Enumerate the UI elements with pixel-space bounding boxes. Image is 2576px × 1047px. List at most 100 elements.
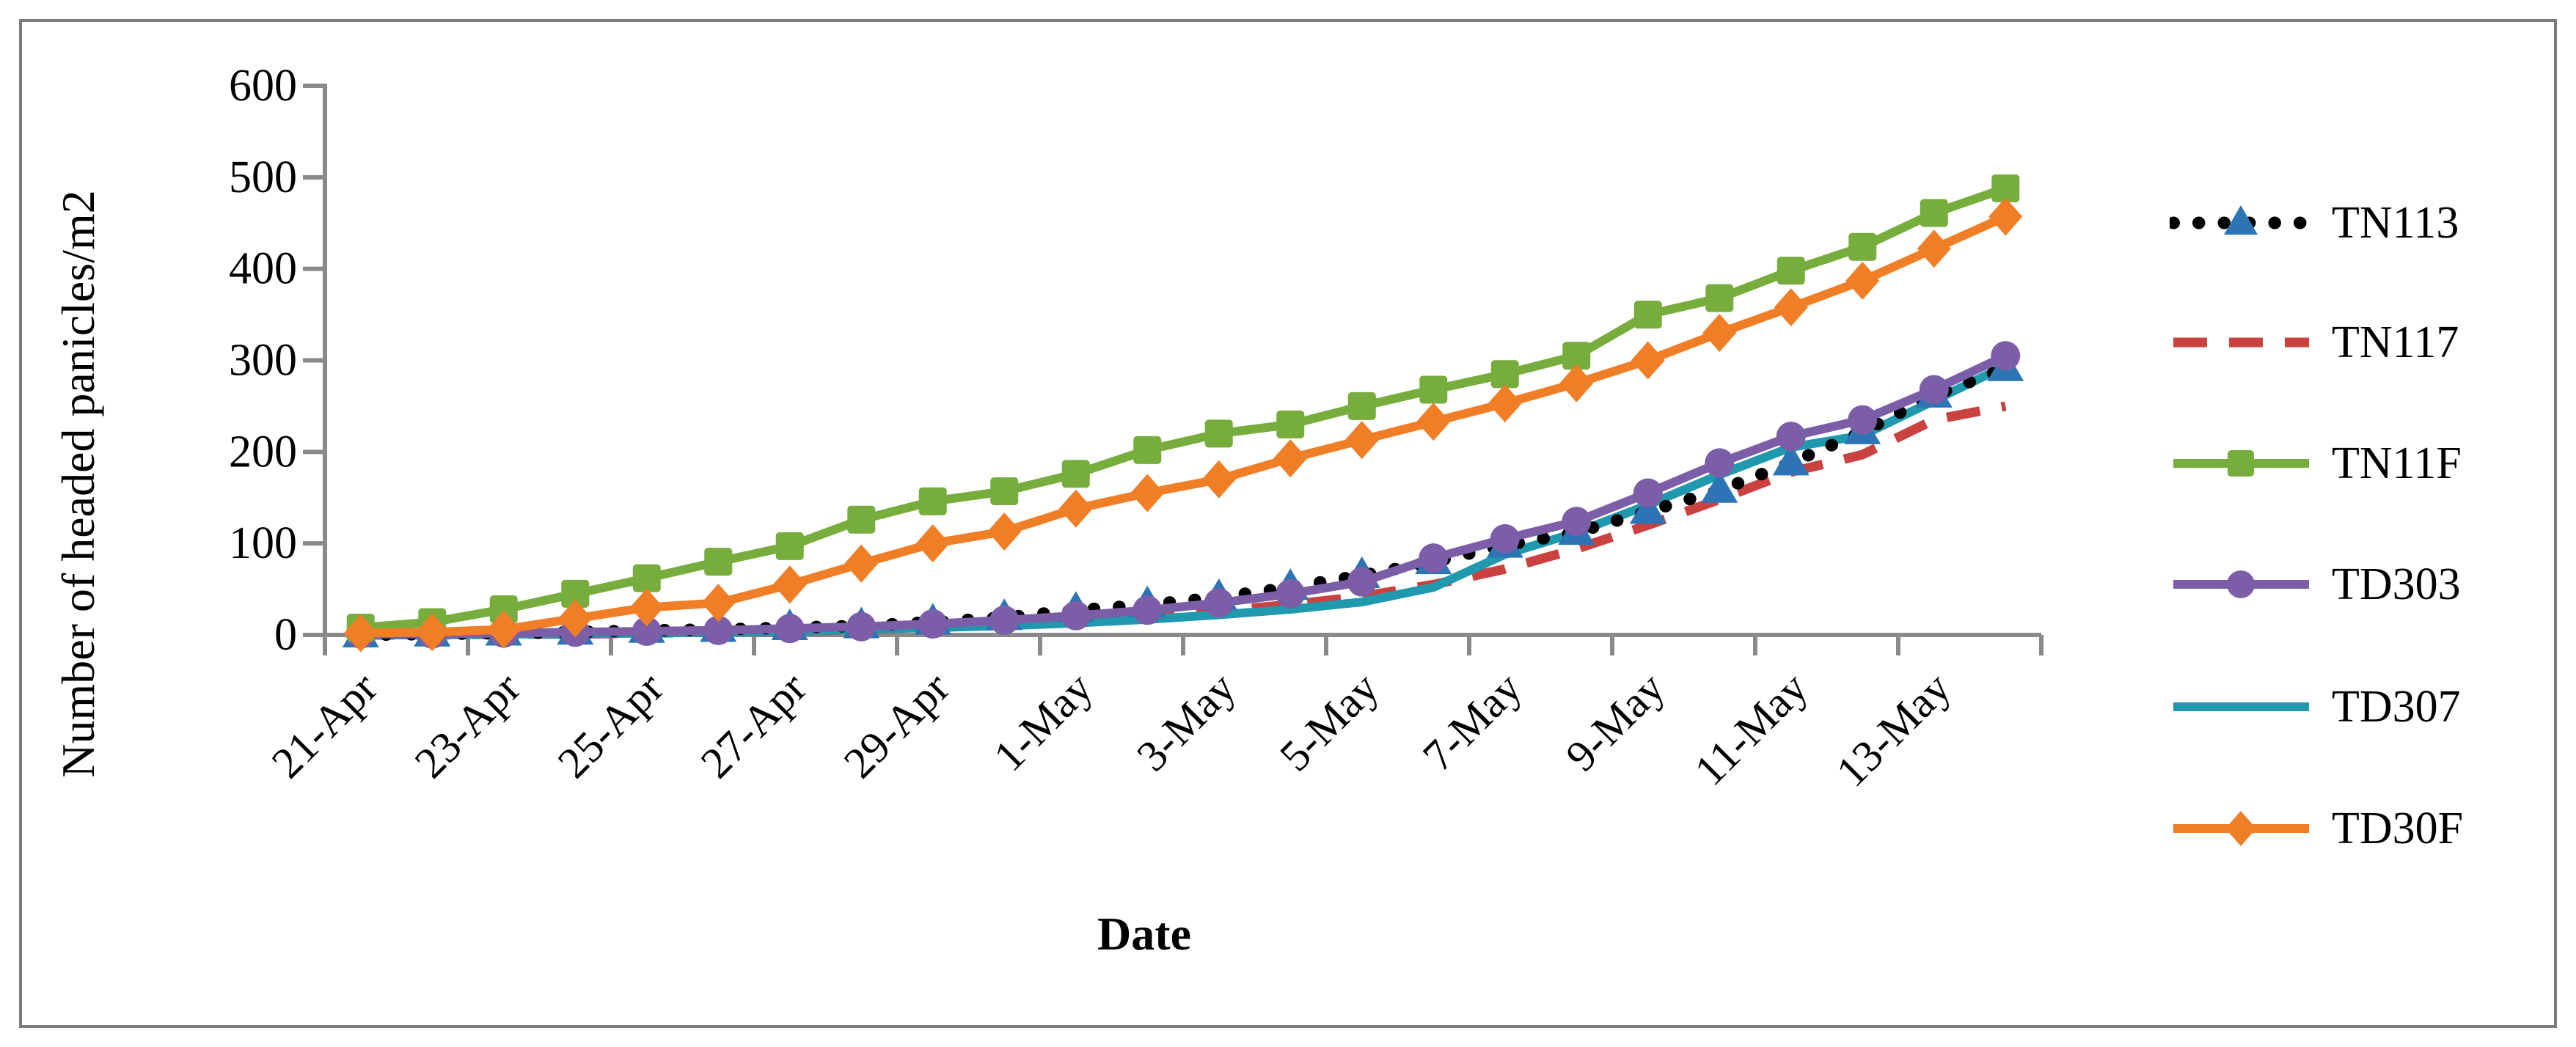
legend-item-tn117: TN117 bbox=[2170, 319, 2459, 366]
diamond-marker bbox=[701, 584, 736, 622]
square-marker bbox=[1419, 375, 1448, 404]
diamond-marker bbox=[629, 588, 664, 627]
legend-sample-td307 bbox=[2173, 702, 2309, 711]
circle-marker bbox=[1991, 341, 2021, 371]
circle-marker bbox=[989, 606, 1020, 636]
square-marker bbox=[1991, 174, 2020, 202]
x-tick-label: 11-May bbox=[1686, 664, 1817, 795]
circle-marker bbox=[1419, 543, 1449, 573]
square-marker bbox=[1490, 360, 1519, 389]
legend-label: TN113 bbox=[2332, 198, 2459, 248]
square-marker bbox=[775, 532, 804, 560]
diamond-marker bbox=[844, 544, 879, 583]
square-marker bbox=[1061, 460, 1090, 488]
series-td303 bbox=[345, 341, 2021, 649]
y-tick-label: 500 bbox=[229, 153, 297, 202]
x-tick-label: 29-Apr bbox=[835, 664, 959, 787]
diamond-marker bbox=[558, 599, 593, 638]
circle-marker bbox=[1776, 422, 1806, 452]
x-tick-label: 27-Apr bbox=[692, 664, 816, 787]
legend-item-tn113: TN113 bbox=[2170, 199, 2459, 246]
diamond-marker bbox=[987, 512, 1022, 551]
triangle-marker bbox=[1772, 444, 1810, 476]
y-tick-label: 400 bbox=[229, 244, 297, 294]
diamond-marker bbox=[415, 613, 450, 652]
legend-item-td307: TD307 bbox=[2170, 683, 2461, 730]
legend-label: TD30F bbox=[2332, 804, 2464, 853]
x-tick-label: 7-May bbox=[1413, 664, 1531, 781]
diamond-marker bbox=[1416, 403, 1451, 441]
diamond-marker bbox=[343, 614, 378, 653]
legend-label: TD303 bbox=[2332, 559, 2461, 609]
square-marker bbox=[918, 487, 947, 515]
square-marker bbox=[1276, 410, 1305, 438]
x-tick-label: 1-May bbox=[984, 664, 1102, 781]
diamond-marker bbox=[1702, 314, 1737, 353]
diamond-marker bbox=[1058, 489, 1093, 528]
square-marker bbox=[1920, 199, 1948, 227]
square-marker bbox=[632, 564, 661, 592]
circle-marker bbox=[1919, 375, 1949, 405]
diamond-marker bbox=[915, 524, 950, 563]
diamond-marker bbox=[1845, 261, 1880, 300]
square-marker bbox=[1705, 284, 1734, 312]
square-marker bbox=[489, 595, 518, 624]
diamond-marker bbox=[486, 610, 521, 649]
x-tick-label: 3-May bbox=[1127, 664, 1245, 781]
series-line bbox=[360, 361, 2008, 639]
square-marker bbox=[1204, 419, 1233, 448]
series-td307 bbox=[360, 361, 2008, 639]
square-marker bbox=[561, 579, 590, 608]
diamond-marker bbox=[772, 565, 807, 604]
x-tick-label: 13-May bbox=[1827, 664, 1960, 796]
circle-marker bbox=[1562, 507, 1592, 537]
diamond-marker bbox=[1631, 341, 1665, 380]
circle-marker bbox=[918, 609, 948, 639]
legend-sample-tn113 bbox=[2170, 205, 2313, 235]
square-marker bbox=[847, 505, 876, 534]
legend-label: TN117 bbox=[2332, 317, 2459, 367]
diamond-marker bbox=[1201, 460, 1236, 499]
diamond-marker bbox=[1774, 288, 1808, 327]
square-marker bbox=[1562, 342, 1591, 370]
diamond-marker bbox=[1488, 384, 1522, 423]
circle-marker bbox=[1347, 567, 1377, 597]
y-tick-label: 600 bbox=[229, 61, 297, 111]
square-marker bbox=[1777, 257, 1805, 285]
circle-marker bbox=[703, 615, 733, 645]
circle-marker bbox=[1633, 478, 1663, 508]
legend-sample-tn11f bbox=[2173, 450, 2309, 477]
series-line bbox=[360, 184, 2008, 632]
legend-label: TN11F bbox=[2332, 438, 2462, 488]
circle-marker bbox=[2227, 570, 2255, 598]
diamond-marker bbox=[1559, 364, 1594, 403]
square-marker bbox=[2228, 450, 2254, 477]
circle-marker bbox=[846, 611, 877, 642]
triangle-marker bbox=[1629, 492, 1666, 524]
circle-marker bbox=[1848, 405, 1878, 435]
circle-marker bbox=[1061, 600, 1091, 631]
circle-marker bbox=[1133, 595, 1163, 625]
series-tn11f bbox=[346, 174, 2020, 642]
y-tick-label: 200 bbox=[229, 427, 297, 477]
legend-sample-tn117 bbox=[2173, 337, 2309, 348]
circle-marker bbox=[1276, 578, 1306, 609]
diamond-marker bbox=[1130, 474, 1165, 513]
x-tick-label: 5-May bbox=[1270, 664, 1388, 781]
square-marker bbox=[1133, 436, 1162, 464]
legend-sample-td303 bbox=[2173, 570, 2309, 598]
y-tick-label: 100 bbox=[229, 518, 297, 568]
y-tick-label: 300 bbox=[229, 336, 297, 386]
y-axis-title: Number of headed panicles/m2 bbox=[52, 190, 104, 778]
triangle-marker bbox=[1701, 471, 1738, 503]
x-tick-label: 23-Apr bbox=[406, 664, 530, 787]
legend-item-td303: TD303 bbox=[2170, 561, 2461, 608]
circle-marker bbox=[1204, 588, 1234, 618]
diamond-marker bbox=[2225, 811, 2256, 846]
diamond-marker bbox=[1273, 439, 1308, 478]
series-td30f bbox=[343, 197, 2023, 653]
circle-marker bbox=[775, 614, 805, 644]
square-marker bbox=[1633, 301, 1662, 329]
